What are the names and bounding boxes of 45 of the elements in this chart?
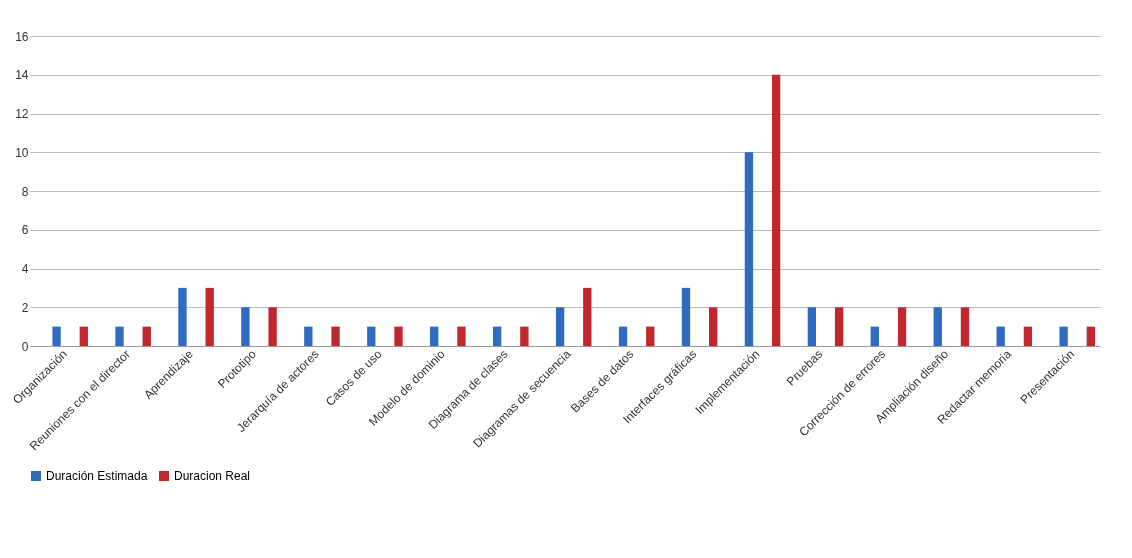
bar (960, 307, 970, 346)
bar (1086, 326, 1096, 346)
bar (709, 307, 718, 346)
bar (996, 326, 1005, 346)
bar (268, 307, 277, 346)
bar (52, 326, 61, 346)
bar (178, 287, 187, 346)
y-tick-label: 4 (21, 262, 29, 276)
legend-label: Duración Estimada (46, 469, 148, 483)
bar (646, 326, 655, 346)
y-tick-label: 14 (15, 68, 29, 83)
bar (681, 287, 691, 346)
bar (807, 307, 817, 346)
bar (1059, 326, 1068, 346)
y-tick-label: 2 (21, 300, 29, 315)
bar (457, 326, 466, 346)
y-tick-label: 12 (15, 107, 29, 121)
bar (933, 307, 942, 346)
bar (897, 307, 907, 346)
legend-label: Duracion Real (174, 469, 251, 483)
bar (1023, 326, 1033, 346)
bar (367, 326, 376, 346)
y-tick-label: 0 (21, 339, 29, 354)
bar (115, 326, 124, 346)
bar (205, 287, 214, 346)
bar (618, 326, 628, 346)
bar (555, 307, 565, 346)
y-tick-label: 6 (21, 223, 29, 238)
bar (142, 326, 151, 346)
bar (493, 326, 502, 346)
y-tick-label: 10 (15, 145, 29, 160)
bar (870, 326, 879, 346)
y-tick-label: 16 (15, 29, 29, 44)
bar (79, 326, 88, 346)
bar (394, 326, 403, 346)
bar (834, 307, 844, 346)
bar (304, 326, 313, 346)
bar (583, 287, 592, 346)
bar (430, 326, 439, 346)
y-tick-label: 8 (21, 184, 29, 199)
bar (241, 307, 250, 346)
bar (331, 326, 340, 346)
bar (744, 152, 754, 346)
bar (520, 326, 529, 346)
bar (771, 74, 781, 346)
